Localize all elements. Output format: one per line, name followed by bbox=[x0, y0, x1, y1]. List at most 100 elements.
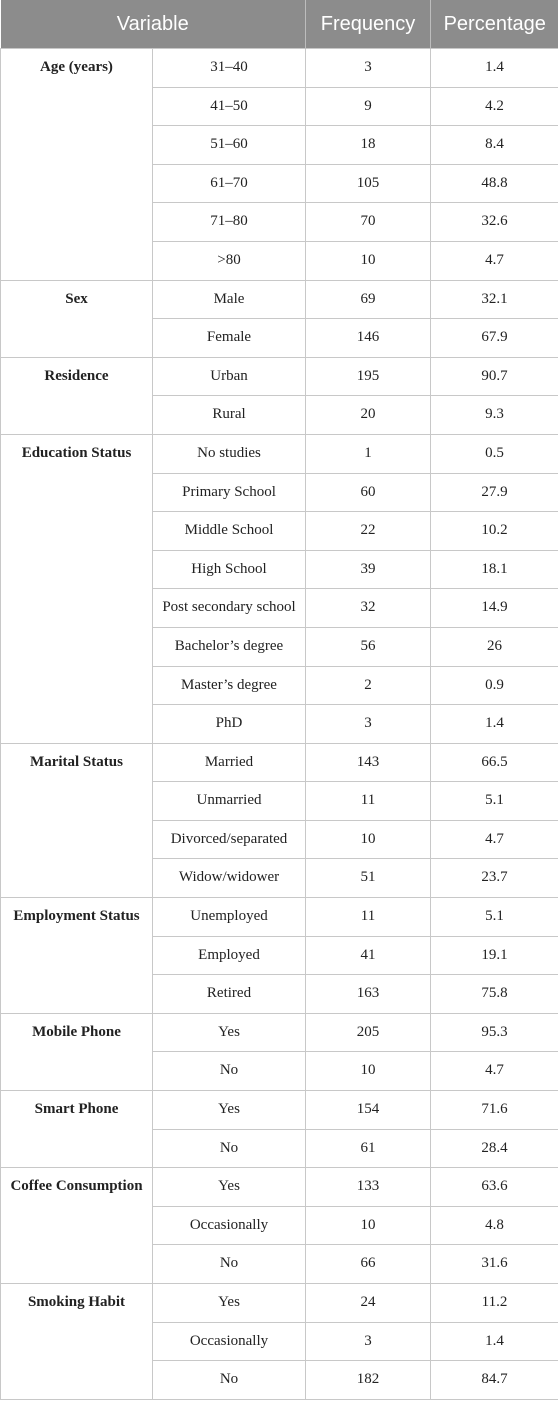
frequency-cell: 56 bbox=[305, 626, 431, 667]
frequency-cell: 24 bbox=[305, 1283, 431, 1323]
category-cell: >80 bbox=[152, 240, 306, 281]
percentage-cell: 27.9 bbox=[430, 472, 558, 513]
group-label: Smart Phone bbox=[0, 1090, 153, 1169]
table-row: Unmarried 11 5.1 bbox=[1, 781, 558, 821]
category-cell: Male bbox=[152, 279, 306, 320]
category-cell: Retired bbox=[152, 974, 306, 1014]
percentage-cell: 10.2 bbox=[430, 511, 558, 551]
frequency-cell: 11 bbox=[305, 897, 431, 937]
category-cell: Yes bbox=[152, 1012, 306, 1053]
table-row: Master’s degree 2 0.9 bbox=[1, 665, 558, 706]
frequency-cell: 105 bbox=[305, 163, 431, 204]
percentage-cell: 14.9 bbox=[430, 588, 558, 628]
percentage-cell: 5.1 bbox=[430, 897, 558, 937]
percentage-cell: 31.6 bbox=[430, 1244, 558, 1284]
frequency-cell: 163 bbox=[305, 974, 431, 1014]
category-cell: Yes bbox=[152, 1283, 306, 1323]
table-row: Retired 163 75.8 bbox=[1, 974, 558, 1014]
category-cell: No bbox=[152, 1244, 306, 1284]
header-row: Variable Frequency Percentage bbox=[0, 0, 558, 49]
category-cell: No studies bbox=[152, 433, 306, 474]
frequency-cell: 51 bbox=[305, 858, 431, 899]
table-body: Age (years) 31–40 3 1.4 41–50 9 4.2 51–60 18 8.4 6… bbox=[0, 48, 558, 1400]
category-cell: Occasionally bbox=[152, 1205, 306, 1246]
table-row: 41–50 9 4.2 bbox=[1, 86, 558, 127]
category-cell: No bbox=[152, 1051, 306, 1092]
group-label: Employment Status bbox=[0, 897, 153, 1014]
table-row: Smoking Habit Yes 24 11.2 bbox=[0, 1283, 558, 1400]
group-label: Residence bbox=[0, 356, 153, 435]
header-cell: Variable bbox=[0, 0, 306, 49]
category-cell: Employed bbox=[152, 935, 306, 976]
table-row: Age (years) 31–40 3 1.4 bbox=[0, 48, 558, 281]
table-row: No 10 4.7 bbox=[1, 1051, 558, 1092]
percentage-cell: 26 bbox=[430, 626, 558, 667]
percentage-cell: 4.7 bbox=[430, 819, 558, 860]
category-cell: 51–60 bbox=[152, 125, 306, 165]
table-row: Widow/widower 51 23.7 bbox=[1, 858, 558, 899]
group-label: Smoking Habit bbox=[0, 1283, 153, 1400]
category-cell: Married bbox=[152, 742, 306, 783]
table-row: High School 39 18.1 bbox=[1, 549, 558, 590]
frequency-cell: 18 bbox=[305, 125, 431, 165]
frequency-cell: 10 bbox=[305, 819, 431, 860]
category-cell: Female bbox=[152, 318, 306, 358]
group-label: Marital Status bbox=[0, 742, 153, 899]
percentage-cell: 4.2 bbox=[430, 86, 558, 127]
category-cell: Post secondary school bbox=[152, 588, 306, 628]
percentage-cell: 90.7 bbox=[430, 356, 558, 397]
group-label: Mobile Phone bbox=[0, 1012, 153, 1092]
table-row: Marital Status Married 143 66.5 bbox=[0, 742, 558, 899]
category-cell: Primary School bbox=[152, 472, 306, 513]
percentage-cell: 5.1 bbox=[430, 781, 558, 821]
percentage-cell: 66.5 bbox=[430, 742, 558, 783]
frequency-cell: 3 bbox=[305, 704, 431, 744]
category-cell: Middle School bbox=[152, 511, 306, 551]
group-label: Age (years) bbox=[0, 48, 153, 281]
frequency-cell: 2 bbox=[305, 665, 431, 706]
percentage-cell: 32.1 bbox=[430, 279, 558, 320]
frequency-cell: 66 bbox=[305, 1244, 431, 1284]
frequency-cell: 133 bbox=[305, 1167, 431, 1207]
category-cell: Widow/widower bbox=[152, 858, 306, 899]
category-cell: 31–40 bbox=[152, 48, 306, 88]
percentage-cell: 1.4 bbox=[430, 48, 558, 88]
frequency-cell: 154 bbox=[305, 1090, 431, 1130]
group-label: Coffee Consumption bbox=[0, 1167, 153, 1284]
table-row: Employed 41 19.1 bbox=[1, 935, 558, 976]
table-row: Smart Phone Yes 154 71.6 bbox=[0, 1090, 558, 1169]
category-cell: Yes bbox=[152, 1167, 306, 1207]
percentage-cell: 0.9 bbox=[430, 665, 558, 706]
frequency-cell: 41 bbox=[305, 935, 431, 976]
category-cell: 61–70 bbox=[152, 163, 306, 204]
category-cell: 41–50 bbox=[152, 86, 306, 127]
table-row: Sex Male 69 32.1 bbox=[0, 279, 558, 358]
percentage-cell: 9.3 bbox=[430, 395, 558, 435]
frequency-cell: 10 bbox=[305, 1051, 431, 1092]
category-cell: Divorced/separated bbox=[152, 819, 306, 860]
table-row: Employment Status Unemployed 11 5.1 bbox=[0, 897, 558, 1014]
table-row: Residence Urban 195 90.7 bbox=[0, 356, 558, 435]
table-row: Post secondary school 32 14.9 bbox=[1, 588, 558, 628]
category-cell: No bbox=[152, 1360, 306, 1400]
header-cell: Percentage bbox=[430, 0, 558, 49]
frequency-cell: 39 bbox=[305, 549, 431, 590]
table-row: Female 146 67.9 bbox=[1, 318, 558, 358]
percentage-cell: 8.4 bbox=[430, 125, 558, 165]
frequency-cell: 61 bbox=[305, 1128, 431, 1169]
percentage-cell: 71.6 bbox=[430, 1090, 558, 1130]
category-cell: Unemployed bbox=[152, 897, 306, 937]
category-cell: Urban bbox=[152, 356, 306, 397]
category-cell: Yes bbox=[152, 1090, 306, 1130]
table-row: Middle School 22 10.2 bbox=[1, 511, 558, 551]
percentage-cell: 84.7 bbox=[430, 1360, 558, 1400]
category-cell: High School bbox=[152, 549, 306, 590]
table-row: No 182 84.7 bbox=[1, 1360, 558, 1400]
frequency-cell: 195 bbox=[305, 356, 431, 397]
table-row: 61–70 105 48.8 bbox=[1, 163, 558, 204]
percentage-cell: 1.4 bbox=[430, 1321, 558, 1362]
group-label: Education Status bbox=[0, 433, 153, 744]
percentage-cell: 4.8 bbox=[430, 1205, 558, 1246]
frequency-cell: 3 bbox=[305, 48, 431, 88]
table-row: 71–80 70 32.6 bbox=[1, 202, 558, 242]
